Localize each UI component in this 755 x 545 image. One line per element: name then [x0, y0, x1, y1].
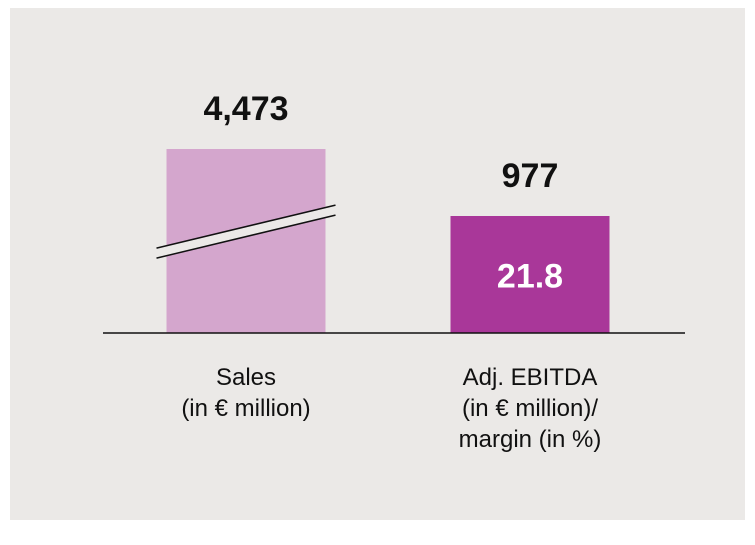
value-label: 977 — [502, 157, 559, 195]
inner-label: 21.8 — [497, 257, 563, 295]
value-label: 4,473 — [203, 90, 288, 128]
axis-break-line — [156, 214, 336, 259]
axis-break-line — [156, 204, 336, 249]
bar — [450, 216, 610, 333]
panel — [10, 8, 745, 520]
category-label: Sales (in € million) — [181, 364, 311, 422]
category-label: Adj. EBITDA (in € million)/ margin (in %… — [458, 364, 602, 453]
axis-break — [156, 205, 336, 259]
